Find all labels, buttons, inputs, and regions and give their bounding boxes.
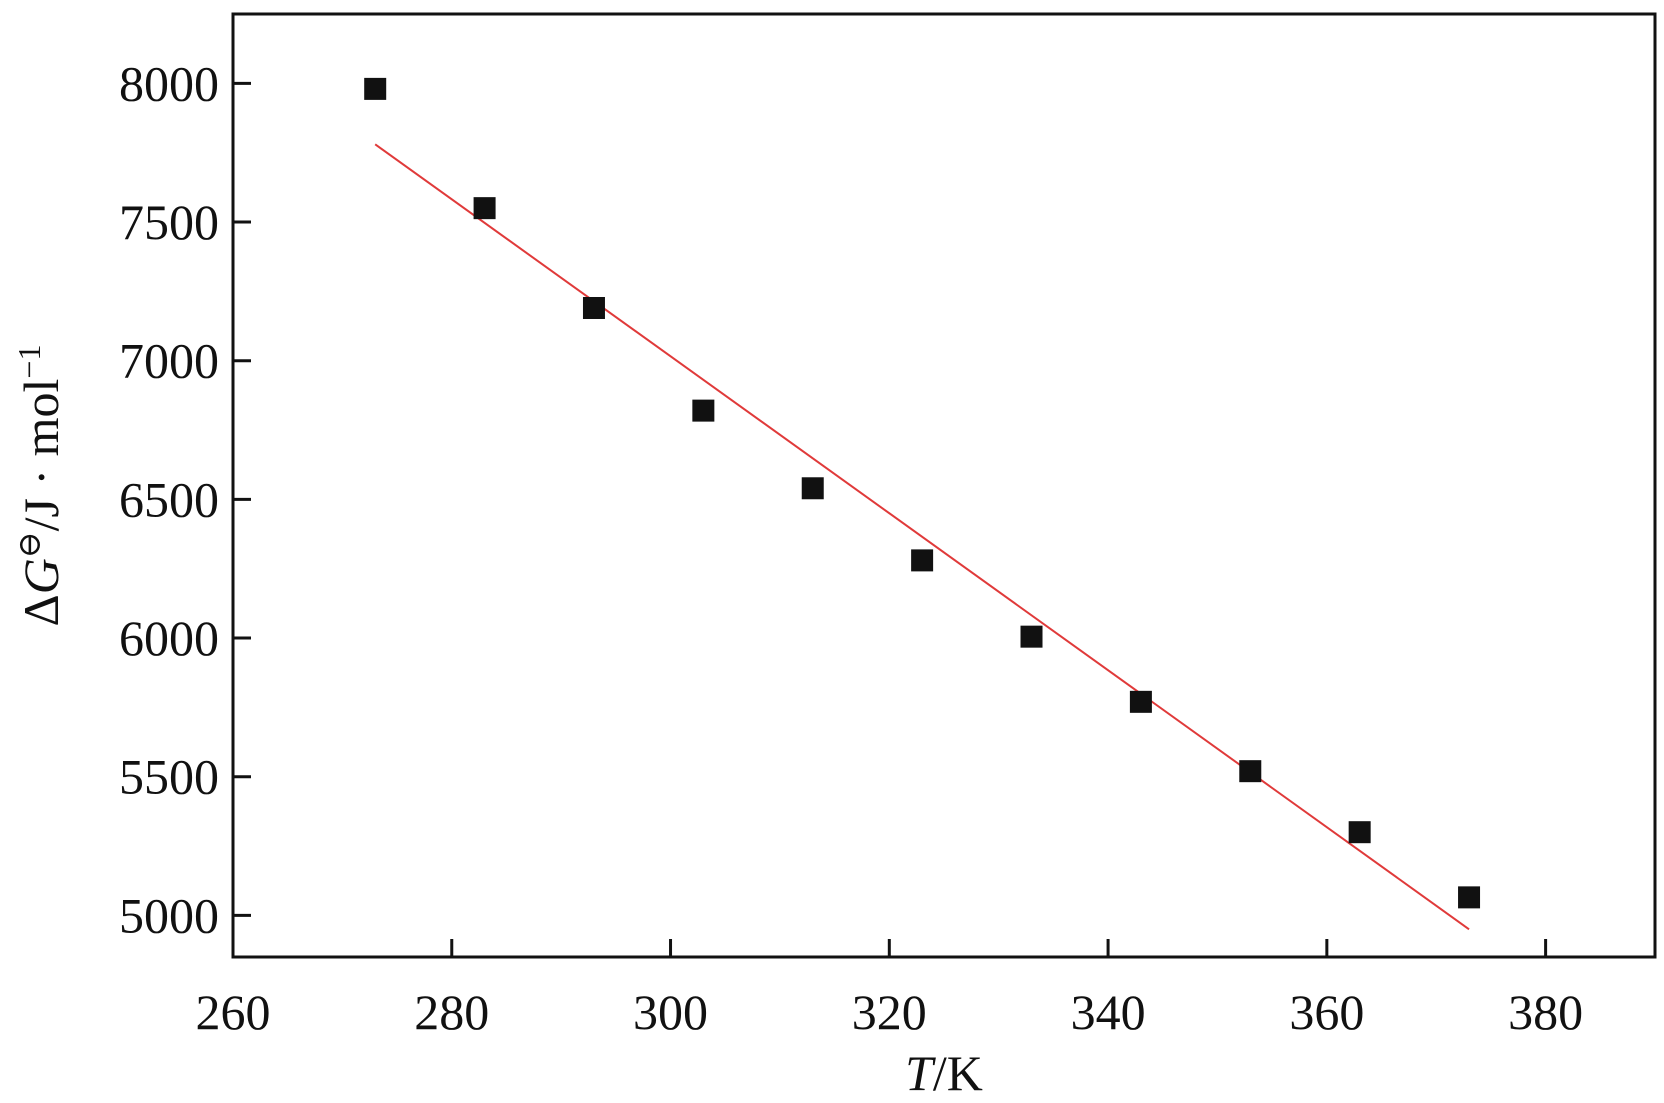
data-point [692,399,715,422]
y-tick-label: 6000 [119,610,219,666]
y-tick-label: 7000 [119,333,219,389]
y-tick-label: 8000 [119,55,219,111]
data-point [473,197,496,220]
data-point [582,296,605,319]
x-tick-label: 380 [1508,984,1583,1040]
data-point [1348,821,1371,844]
x-tick-label: 360 [1289,984,1364,1040]
x-axis: 260 280 300 320 340 360 380 [196,939,1583,1040]
y-tick-label: 5000 [119,887,219,943]
data-points [364,77,1481,909]
y-tick-label: 7500 [119,194,219,250]
x-tick-label: 300 [633,984,708,1040]
data-point [911,549,934,572]
y-tick-label: 6500 [119,471,219,527]
data-point [1239,760,1262,783]
plot-frame [231,12,1657,959]
data-point [1129,690,1152,713]
data-point [801,477,824,500]
x-tick-label: 280 [414,984,489,1040]
y-axis-label: ΔG⊖/J · mol−1 [11,345,69,627]
x-tick-label: 320 [852,984,927,1040]
y-tick-label: 5500 [119,749,219,805]
x-axis-label: T/K [905,1045,983,1101]
x-tick-label: 340 [1071,984,1146,1040]
x-tick-label: 260 [196,984,271,1040]
data-point [364,77,387,100]
y-axis: 5000 5500 6000 6500 7000 7500 8000 [119,55,251,943]
data-point [1020,625,1043,648]
fit-line [374,143,1470,931]
data-point [1458,886,1481,909]
